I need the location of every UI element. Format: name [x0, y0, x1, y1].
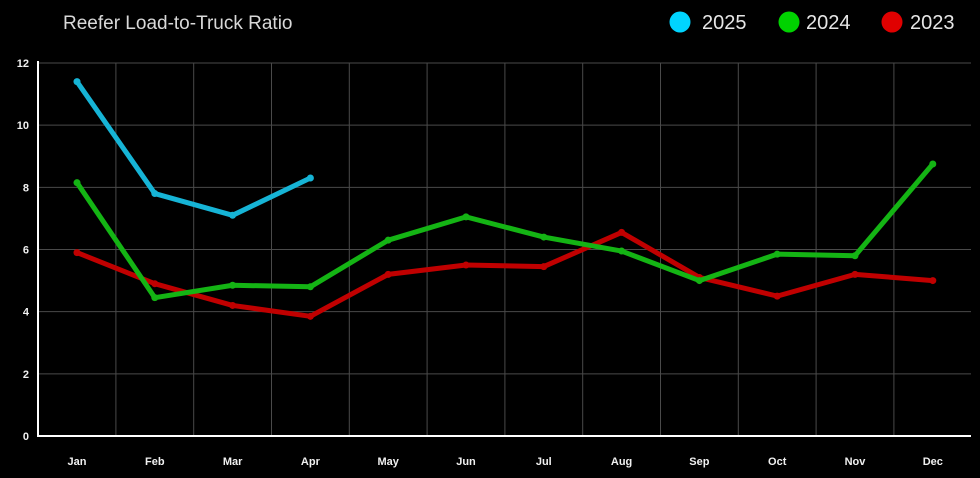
data-point [229, 281, 237, 289]
data-point [462, 213, 470, 221]
data-point [773, 292, 781, 300]
data-point [618, 228, 626, 236]
data-point [384, 236, 392, 244]
y-tick-label: 12 [17, 58, 29, 70]
x-tick-label: Jan [68, 456, 87, 468]
legend-item-2024[interactable]: 2024 [778, 11, 851, 35]
y-tick-label: 0 [23, 431, 29, 443]
x-tick-label: Jul [536, 456, 552, 468]
x-tick-label: May [377, 456, 399, 468]
data-point [929, 277, 937, 285]
series-line-2024 [74, 161, 936, 301]
data-point [851, 252, 859, 260]
x-tick-label: Mar [223, 456, 243, 468]
data-point [929, 160, 937, 168]
data-point [306, 174, 314, 182]
data-point [462, 261, 470, 269]
legend-label: 2023 [910, 12, 955, 34]
data-point [73, 78, 81, 86]
series-2023 [73, 228, 937, 320]
series-2024 [73, 160, 937, 302]
data-point [773, 250, 781, 258]
data-point [540, 263, 548, 271]
x-tick-labels: Jan Feb Mar Apr May Jun Jul Aug Sep Oct Nov Dec [68, 456, 943, 468]
y-tick-label: 8 [23, 182, 29, 194]
legend: 2025 2024 2023 [669, 11, 955, 35]
legend-marker [881, 11, 903, 33]
x-tick-label: Nov [845, 456, 867, 468]
data-point [306, 283, 314, 291]
data-point [73, 249, 81, 257]
data-point [151, 190, 159, 198]
x-tick-label: Feb [145, 456, 165, 468]
series-line-2023 [74, 229, 936, 319]
series-lines [73, 78, 937, 320]
legend-item-2025[interactable]: 2025 [669, 11, 747, 35]
data-point [151, 294, 159, 302]
data-point [151, 280, 159, 288]
legend-item-2023[interactable]: 2023 [881, 11, 955, 35]
x-tick-label: Aug [611, 456, 632, 468]
x-tick-label: Sep [689, 456, 709, 468]
y-tick-label: 2 [23, 369, 29, 381]
data-point [618, 247, 626, 255]
x-tick-label: Oct [768, 456, 787, 468]
x-tick-label: Dec [923, 456, 943, 468]
data-point [695, 277, 703, 285]
data-point [851, 270, 859, 278]
legend-label: 2024 [806, 12, 851, 34]
series-line-2025 [74, 79, 313, 218]
y-tick-label: 10 [17, 120, 29, 132]
data-point [229, 211, 237, 219]
legend-label: 2025 [702, 12, 747, 34]
y-tick-label: 6 [23, 245, 29, 257]
data-point [229, 301, 237, 309]
data-point [73, 179, 81, 187]
x-tick-label: Jun [456, 456, 476, 468]
chart-title: Reefer Load-to-Truck Ratio [63, 13, 293, 34]
y-tick-labels: 0 2 4 6 8 10 12 [17, 58, 30, 443]
data-point [540, 233, 548, 241]
grid-lines [38, 62, 971, 436]
data-point [384, 270, 392, 278]
series-2025 [73, 78, 314, 219]
x-tick-label: Apr [301, 456, 321, 468]
legend-marker [778, 11, 800, 33]
y-tick-label: 4 [23, 307, 30, 319]
data-point [306, 312, 314, 320]
legend-marker [669, 11, 691, 33]
axes [37, 61, 971, 437]
